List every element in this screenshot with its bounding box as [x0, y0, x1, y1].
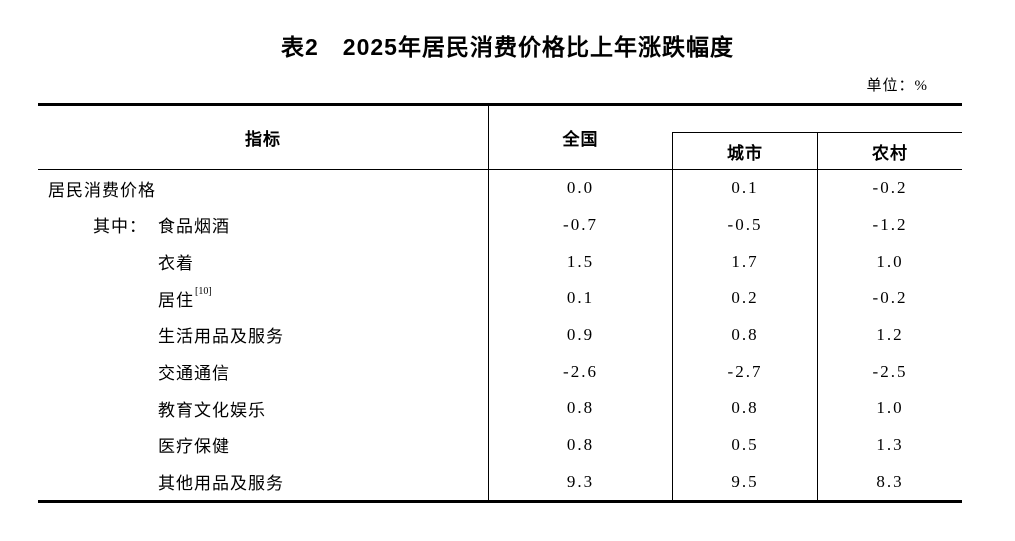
national-value-cell: 0.8: [488, 426, 672, 464]
table-row: 生活用品及服务 0.9 0.8 1.2: [38, 316, 962, 354]
rural-value-cell: -2.5: [817, 353, 962, 390]
row-label: 居民消费价格: [48, 180, 156, 200]
row-label: 教育文化娱乐: [158, 400, 266, 420]
urban-value-cell: 1.7: [672, 243, 817, 280]
statistics-table: 指标 全国 城市 农村 居民消费价格 0.0 0.1 -0.2 其中： 食品烟酒 …: [38, 103, 962, 503]
indicator-cell: 医疗保健: [38, 427, 488, 464]
table-row: 其中： 食品烟酒 -0.7 -0.5 -1.2: [38, 206, 962, 244]
urban-value-cell: 0.1: [672, 170, 817, 207]
table-header: 指标 全国 城市 农村: [38, 103, 962, 170]
row-superscript: [10]: [195, 285, 212, 297]
table-row: 居民消费价格 0.0 0.1 -0.2: [38, 170, 962, 207]
rural-value-cell: -0.2: [817, 280, 962, 317]
row-label: 衣着: [158, 254, 194, 274]
column-header-urban: 城市: [672, 132, 817, 169]
unit-label: 单位：%: [866, 78, 928, 94]
rural-value-cell: 1.0: [817, 243, 962, 280]
rural-value-cell: -1.2: [817, 206, 962, 244]
row-label: 生活用品及服务: [158, 327, 284, 347]
rural-value-cell: -0.2: [817, 170, 962, 207]
urban-value-cell: -2.7: [672, 353, 817, 390]
indicator-cell: 衣着: [38, 243, 488, 280]
indicator-cell: 其他用品及服务: [38, 463, 488, 500]
column-header-national: 全国: [488, 106, 672, 169]
row-label: 居住: [158, 290, 194, 310]
column-header-rural: 农村: [817, 132, 962, 169]
rural-value-cell: 1.3: [817, 426, 962, 464]
urban-value-cell: 0.2: [672, 280, 817, 317]
rural-value-cell: 1.0: [817, 390, 962, 427]
urban-value-cell: 0.5: [672, 426, 817, 464]
row-label: 交通通信: [158, 364, 230, 384]
row-label: 食品烟酒: [158, 217, 230, 237]
national-value-cell: -0.7: [488, 206, 672, 244]
rural-value-cell: 8.3: [817, 463, 962, 500]
header-spacer: [672, 106, 962, 132]
national-value-cell: 0.0: [488, 170, 672, 207]
column-header-indicator: 指标: [245, 130, 281, 149]
table-row: 交通通信 -2.6 -2.7 -2.5: [38, 353, 962, 390]
urban-value-cell: 0.8: [672, 390, 817, 427]
table-row: 医疗保健 0.8 0.5 1.3: [38, 426, 962, 464]
table-row: 教育文化娱乐 0.8 0.8 1.0: [38, 390, 962, 427]
national-value-cell: 9.3: [488, 463, 672, 500]
row-label: 医疗保健: [158, 437, 230, 457]
row-prefix: 其中：: [93, 217, 147, 237]
row-label: 其他用品及服务: [158, 474, 284, 494]
national-value-cell: 0.9: [488, 316, 672, 354]
table-body: 居民消费价格 0.0 0.1 -0.2 其中： 食品烟酒 -0.7 -0.5 -1…: [38, 170, 962, 503]
table-row: 衣着 1.5 1.7 1.0: [38, 243, 962, 280]
indicator-cell: 教育文化娱乐: [38, 390, 488, 427]
table-title: 表2 2025年居民消费价格比上年涨跌幅度: [281, 34, 734, 60]
indicator-cell: 生活用品及服务: [38, 317, 488, 354]
indicator-cell: 居住 [10]: [38, 280, 488, 317]
urban-value-cell: 9.5: [672, 463, 817, 500]
national-value-cell: -2.6: [488, 353, 672, 390]
urban-value-cell: -0.5: [672, 206, 817, 244]
national-value-cell: 1.5: [488, 243, 672, 280]
indicator-cell: 交通通信: [38, 353, 488, 390]
indicator-cell: 其中： 食品烟酒: [38, 207, 488, 244]
national-value-cell: 0.8: [488, 390, 672, 427]
table-row: 其他用品及服务 9.3 9.5 8.3: [38, 463, 962, 500]
urban-value-cell: 0.8: [672, 316, 817, 354]
rural-value-cell: 1.2: [817, 316, 962, 354]
national-value-cell: 0.1: [488, 280, 672, 317]
table-row: 居住 [10] 0.1 0.2 -0.2: [38, 280, 962, 317]
indicator-cell: 居民消费价格: [38, 170, 488, 207]
